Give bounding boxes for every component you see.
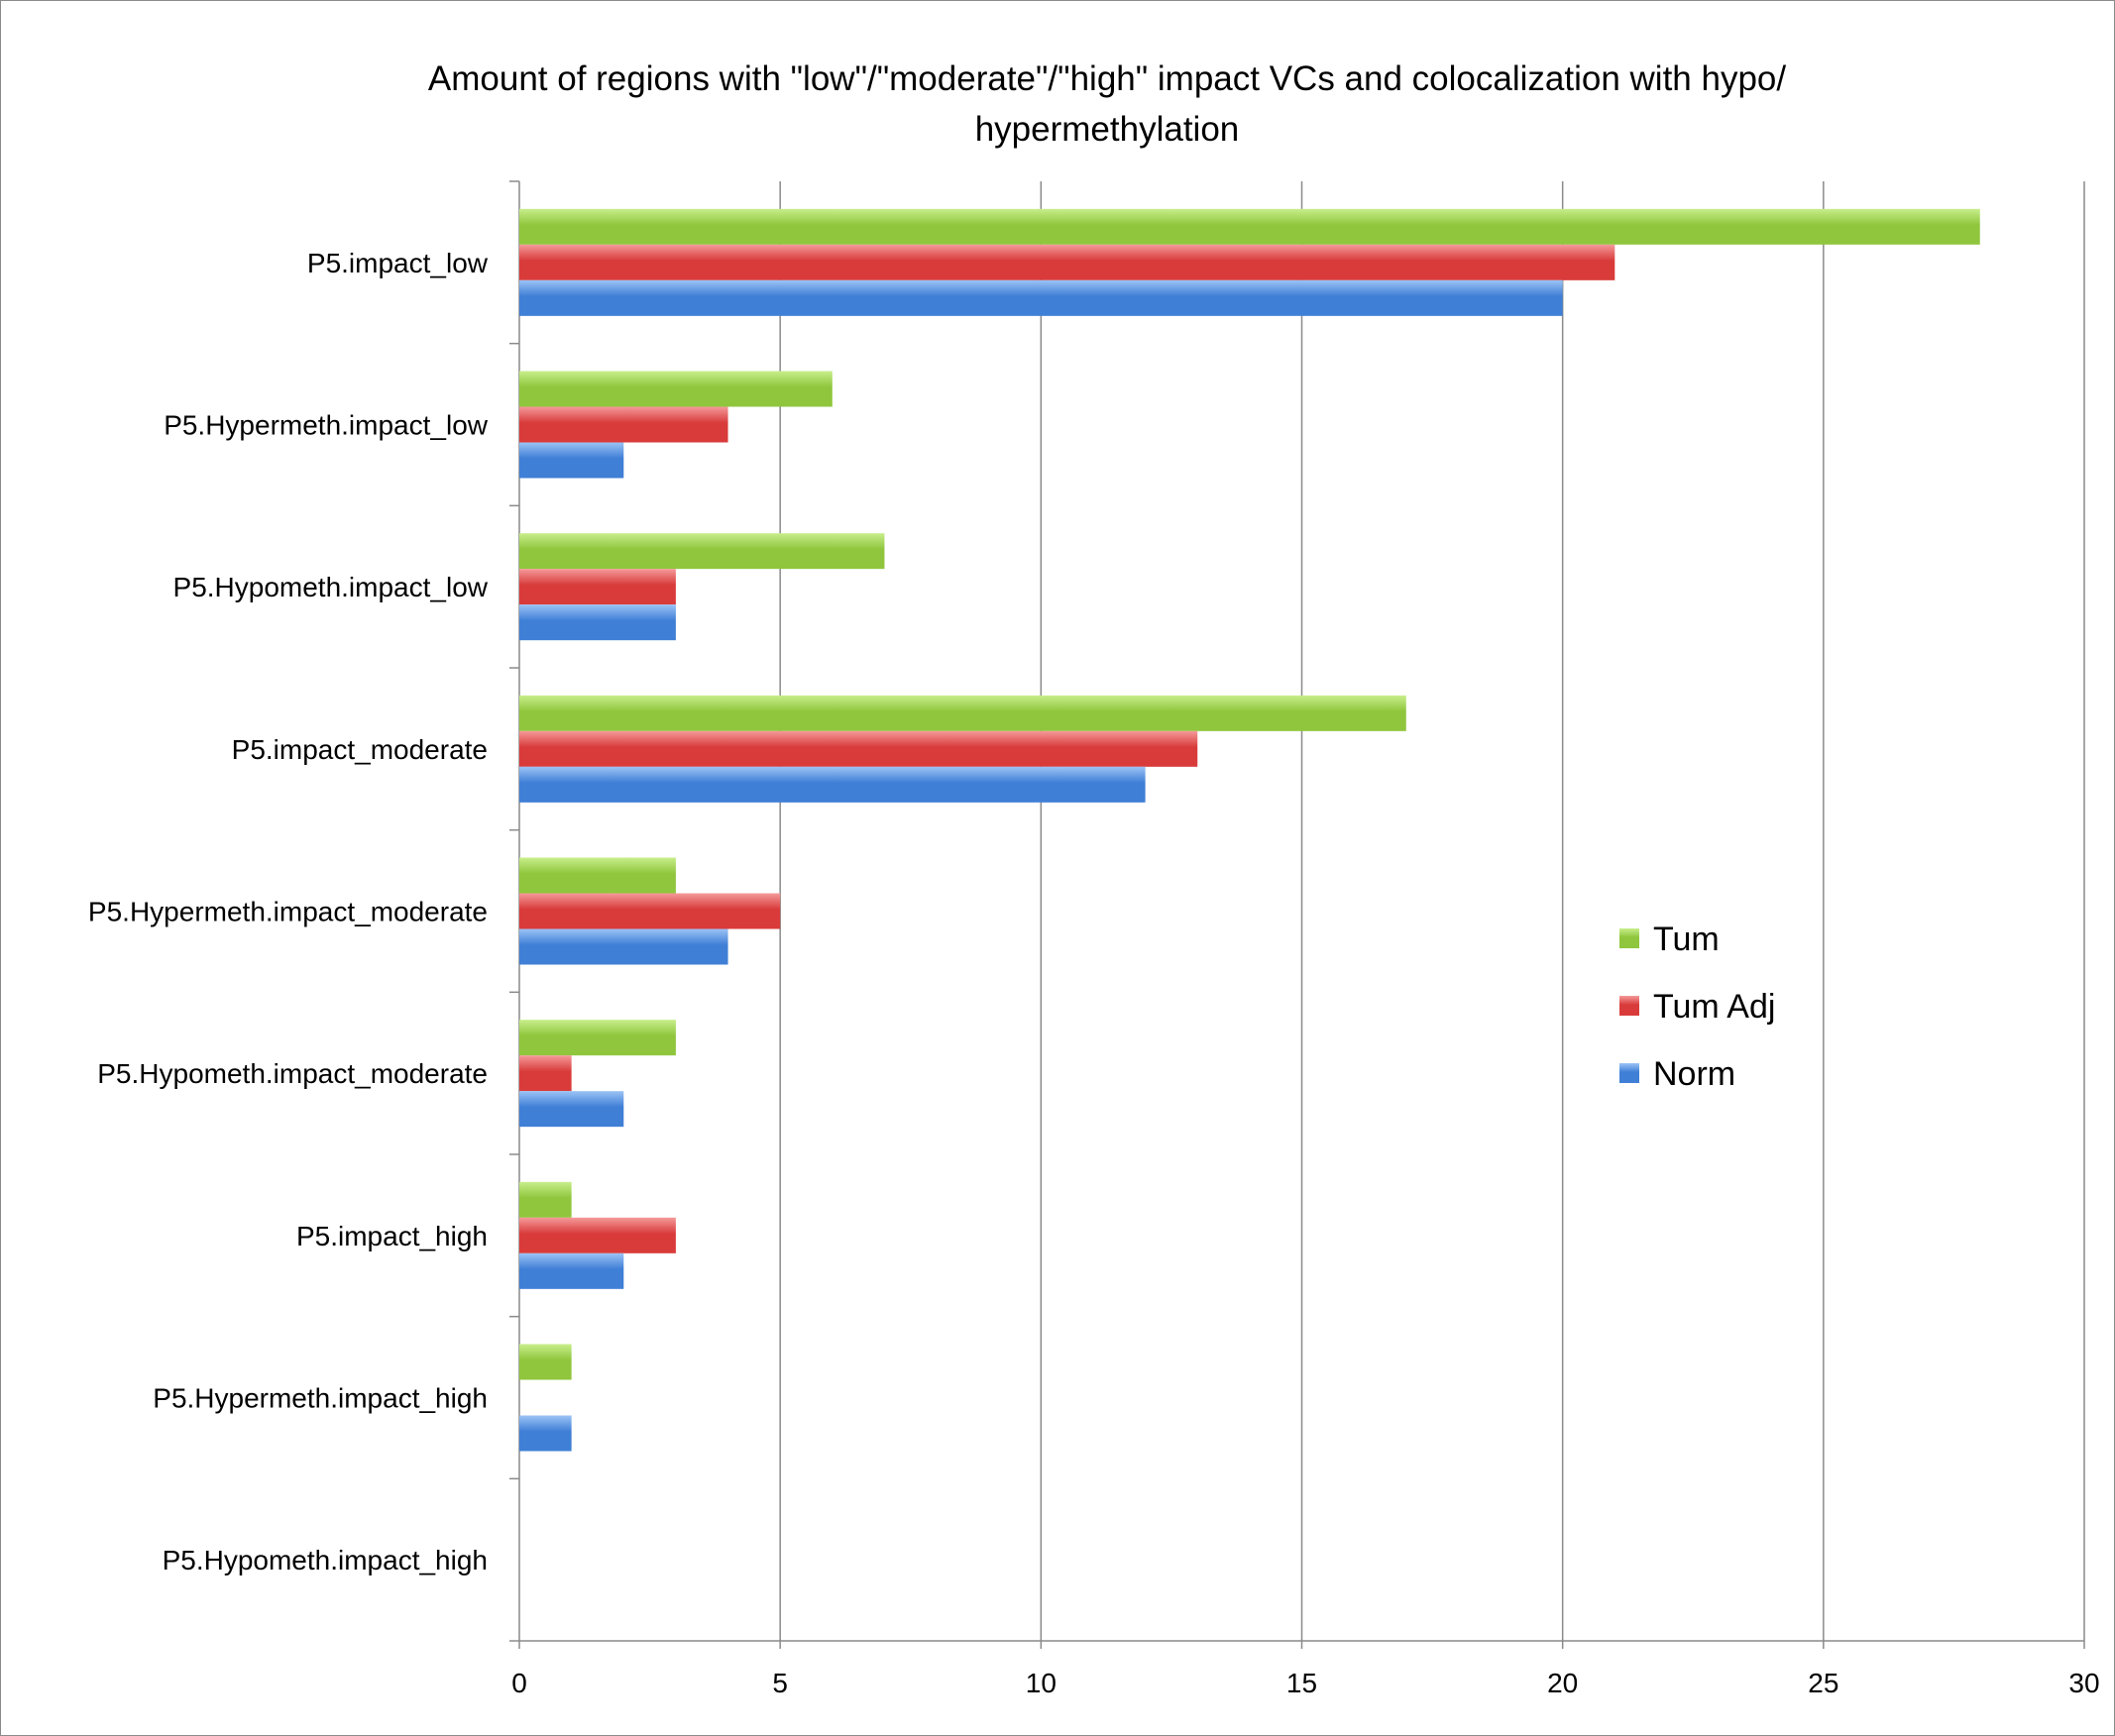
x-tick-label: 5	[772, 1668, 788, 1698]
bar-tum-adj-3	[519, 569, 676, 605]
bar-tum-7	[519, 1181, 572, 1218]
bar-norm-4	[519, 766, 1146, 803]
legend-swatch-norm	[1619, 1063, 1639, 1083]
gridlines	[779, 181, 2085, 1641]
legend-label: Tum Adj	[1653, 988, 1775, 1026]
bar-norm-6	[519, 1091, 624, 1128]
bar-tum-adj-4	[519, 730, 1198, 767]
x-tick-label: 20	[1547, 1668, 1578, 1698]
bar-tum-adj-7	[519, 1217, 676, 1253]
x-tick-label: 15	[1286, 1668, 1317, 1698]
category-label: P5.Hypermeth.impact_low	[164, 410, 489, 441]
bar-norm-3	[519, 604, 676, 641]
bar-tum-1	[519, 208, 1980, 245]
category-labels: P5.impact_low P5.Hypermeth.impact_low P5.H…	[88, 248, 489, 1575]
bar-tum-adj-2	[519, 406, 728, 443]
x-tick-label: 0	[511, 1668, 527, 1698]
x-tick-label: 10	[1026, 1668, 1057, 1698]
legend-label: Tum	[1653, 921, 1720, 958]
bar-tum-adj-1	[519, 244, 1615, 280]
legend: Tum Tum Adj Norm	[1619, 921, 1775, 1093]
chart-title-line-2: hypermethylation	[975, 110, 1240, 149]
legend-label: Norm	[1653, 1055, 1735, 1093]
bar-norm-7	[519, 1252, 624, 1289]
category-label: P5.Hypermeth.impact_moderate	[88, 897, 488, 927]
bar-tum-4	[519, 695, 1406, 731]
bar-norm-1	[519, 279, 1563, 316]
category-label: P5.impact_low	[307, 248, 489, 278]
bar-tum-adj-5	[519, 893, 781, 929]
bar-norm-2	[519, 442, 624, 479]
legend-swatch-tum-adj	[1619, 996, 1639, 1016]
category-label: P5.Hypometh.impact_low	[173, 572, 489, 602]
bar-tum-8	[519, 1344, 572, 1380]
chart-title-line-1: Amount of regions with "low"/"moderate"/…	[428, 59, 1786, 98]
bar-tum-5	[519, 857, 676, 894]
bar-norm-5	[519, 928, 728, 965]
category-label: P5.Hypometh.impact_high	[163, 1545, 488, 1575]
bar-tum-6	[519, 1020, 676, 1056]
category-label: P5.Hypometh.impact_moderate	[97, 1058, 488, 1089]
category-label: P5.Hypermeth.impact_high	[153, 1383, 488, 1414]
bar-tum-3	[519, 533, 885, 570]
category-label: P5.impact_high	[296, 1221, 488, 1251]
bar-tum-2	[519, 371, 833, 407]
bar-tum-adj-6	[519, 1055, 572, 1092]
legend-swatch-tum	[1619, 928, 1639, 948]
bars	[519, 208, 1980, 1452]
x-tick-label: 25	[1808, 1668, 1838, 1698]
category-label: P5.impact_moderate	[232, 734, 488, 765]
x-tick-labels: 0 5 10 15 20 25 30	[511, 1668, 2099, 1698]
chart-title: Amount of regions with "low"/"moderate"/…	[428, 59, 1786, 149]
x-tick-label: 30	[2068, 1668, 2099, 1698]
bar-norm-8	[519, 1415, 572, 1452]
